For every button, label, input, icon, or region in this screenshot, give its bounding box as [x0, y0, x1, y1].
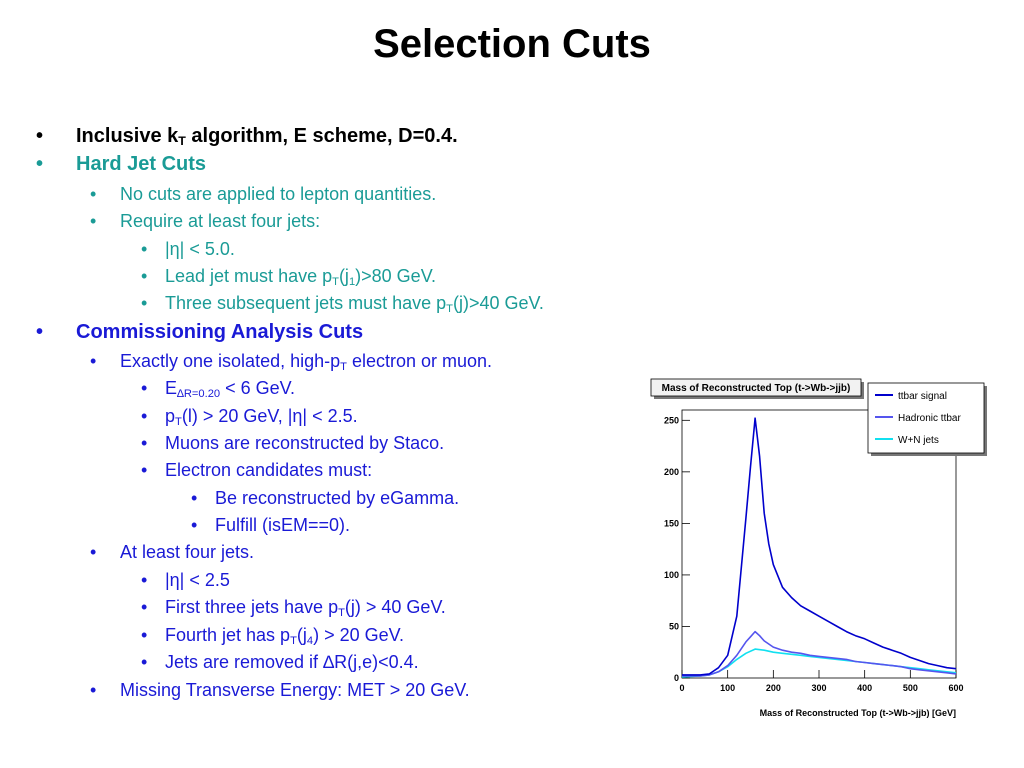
- x-tick-label: 200: [766, 683, 781, 693]
- bullet-dot: •: [141, 433, 148, 453]
- bullet-electron-candidates: • Electron candidates must:: [141, 460, 373, 480]
- bullet-dot: •: [141, 652, 148, 672]
- bullet-lepton-pt-eta: • pT(l) > 20 GeV, |η| < 2.5.: [141, 406, 358, 428]
- bullet-isem: • Fulfill (isEM==0).: [191, 515, 351, 535]
- bullet-dot: •: [141, 266, 148, 286]
- y-tick-label: 50: [669, 621, 679, 631]
- title-box: [650, 378, 862, 397]
- bullet-dot: •: [36, 125, 44, 147]
- x-tick-label: 300: [811, 683, 826, 693]
- bullet-dot: •: [90, 184, 97, 204]
- bullet-egamma: • Be reconstructed by eGamma.: [191, 488, 460, 508]
- bullet-kt-algorithm: • Inclusive kT algorithm, E scheme, D=0.…: [36, 125, 458, 149]
- bullet-eta-2-5: • |η| < 2.5: [141, 570, 230, 590]
- bullet-lead-jet-pt: • Lead jet must have pT(j1)>80 GeV.: [141, 266, 437, 288]
- legend-label-signal: ttbar signal: [898, 391, 947, 402]
- bullet-dot: •: [141, 406, 148, 426]
- bullet-dot: •: [191, 488, 198, 508]
- bullet-dot: •: [141, 239, 148, 259]
- bullet-commissioning-cuts: • Commissioning Analysis Cuts: [36, 321, 364, 343]
- slide-title: Selection Cuts: [373, 22, 651, 66]
- y-tick-label: 200: [664, 467, 679, 477]
- legend-label-hadronic: Hadronic ttbar: [898, 413, 961, 424]
- mass-histogram: Mass of Reconstructed Top (t->Wb->jjb) 0…: [640, 372, 1000, 722]
- bullet-dot: •: [141, 570, 148, 590]
- bullet-eta-5: • |η| < 5.0.: [141, 239, 235, 259]
- y-tick-label: 250: [664, 415, 679, 425]
- bullet-no-lepton-cuts: • No cuts are applied to lepton quantiti…: [90, 184, 437, 204]
- bullet-fourth-jet: • Fourth jet has pT(j4) > 20 GeV.: [141, 625, 405, 647]
- bullet-subsequent-jets-pt: • Three subsequent jets must have pT(j)>…: [141, 293, 544, 315]
- histogram-svg: Mass of Reconstructed Top (t->Wb->jjb) 0…: [650, 378, 987, 718]
- bullet-dot: •: [36, 153, 44, 175]
- x-tick-label: 100: [720, 683, 735, 693]
- y-tick-label: 0: [674, 673, 679, 683]
- bullet-one-lepton: • Exactly one isolated, high-pT electron…: [90, 351, 493, 373]
- x-tick-label: 600: [948, 683, 963, 693]
- bullet-dot: •: [90, 680, 97, 700]
- bullet-dot: •: [90, 211, 97, 231]
- bullet-dot: •: [141, 378, 148, 398]
- bullet-dot: •: [141, 460, 148, 480]
- bullet-muons-staco: • Muons are reconstructed by Staco.: [141, 433, 445, 453]
- y-tick-label: 150: [664, 518, 679, 528]
- bullet-four-jets-required: • Require at least four jets:: [90, 211, 321, 231]
- bullet-at-least-four-jets: • At least four jets.: [90, 542, 255, 562]
- axis-ticks: 0 100 200 300 400 500 600 0 50 100 150 200 250: [664, 415, 964, 693]
- series-line-w-n-jets: [681, 648, 957, 678]
- series-line-hadronic-ttbar: [682, 630, 957, 677]
- bullet-hard-jet-cuts: • Hard Jet Cuts: [36, 153, 207, 175]
- bullet-jet-removal: • Jets are removed if ∆R(j,e)<0.4.: [141, 652, 419, 672]
- bullet-dot: •: [141, 625, 148, 645]
- bullet-isolation-energy: • E∆R=0.20 < 6 GeV.: [141, 378, 296, 400]
- x-tick-label: 500: [903, 683, 918, 693]
- x-tick-label: 0: [679, 683, 684, 693]
- bullet-dot: •: [141, 597, 148, 617]
- series-group: [681, 417, 957, 678]
- bullet-dot: •: [90, 542, 97, 562]
- bullet-dot: •: [191, 515, 198, 535]
- bullet-met: • Missing Transverse Energy: MET > 20 Ge…: [90, 680, 470, 700]
- x-axis-label: Mass of Reconstructed Top (t->Wb->jjb) […: [760, 708, 956, 718]
- series-line-ttbar-signal: [682, 417, 957, 676]
- bullet-dot: •: [90, 351, 97, 371]
- x-tick-label: 400: [857, 683, 872, 693]
- bullet-dot: •: [36, 321, 44, 343]
- plot-title: Mass of Reconstructed Top (t->Wb->jjb): [662, 383, 851, 394]
- bullet-first-three-jets: • First three jets have pT(j) > 40 GeV.: [141, 597, 446, 619]
- legend-label-wjets: W+N jets: [898, 435, 939, 446]
- bullet-dot: •: [141, 293, 148, 313]
- y-tick-label: 100: [664, 570, 679, 580]
